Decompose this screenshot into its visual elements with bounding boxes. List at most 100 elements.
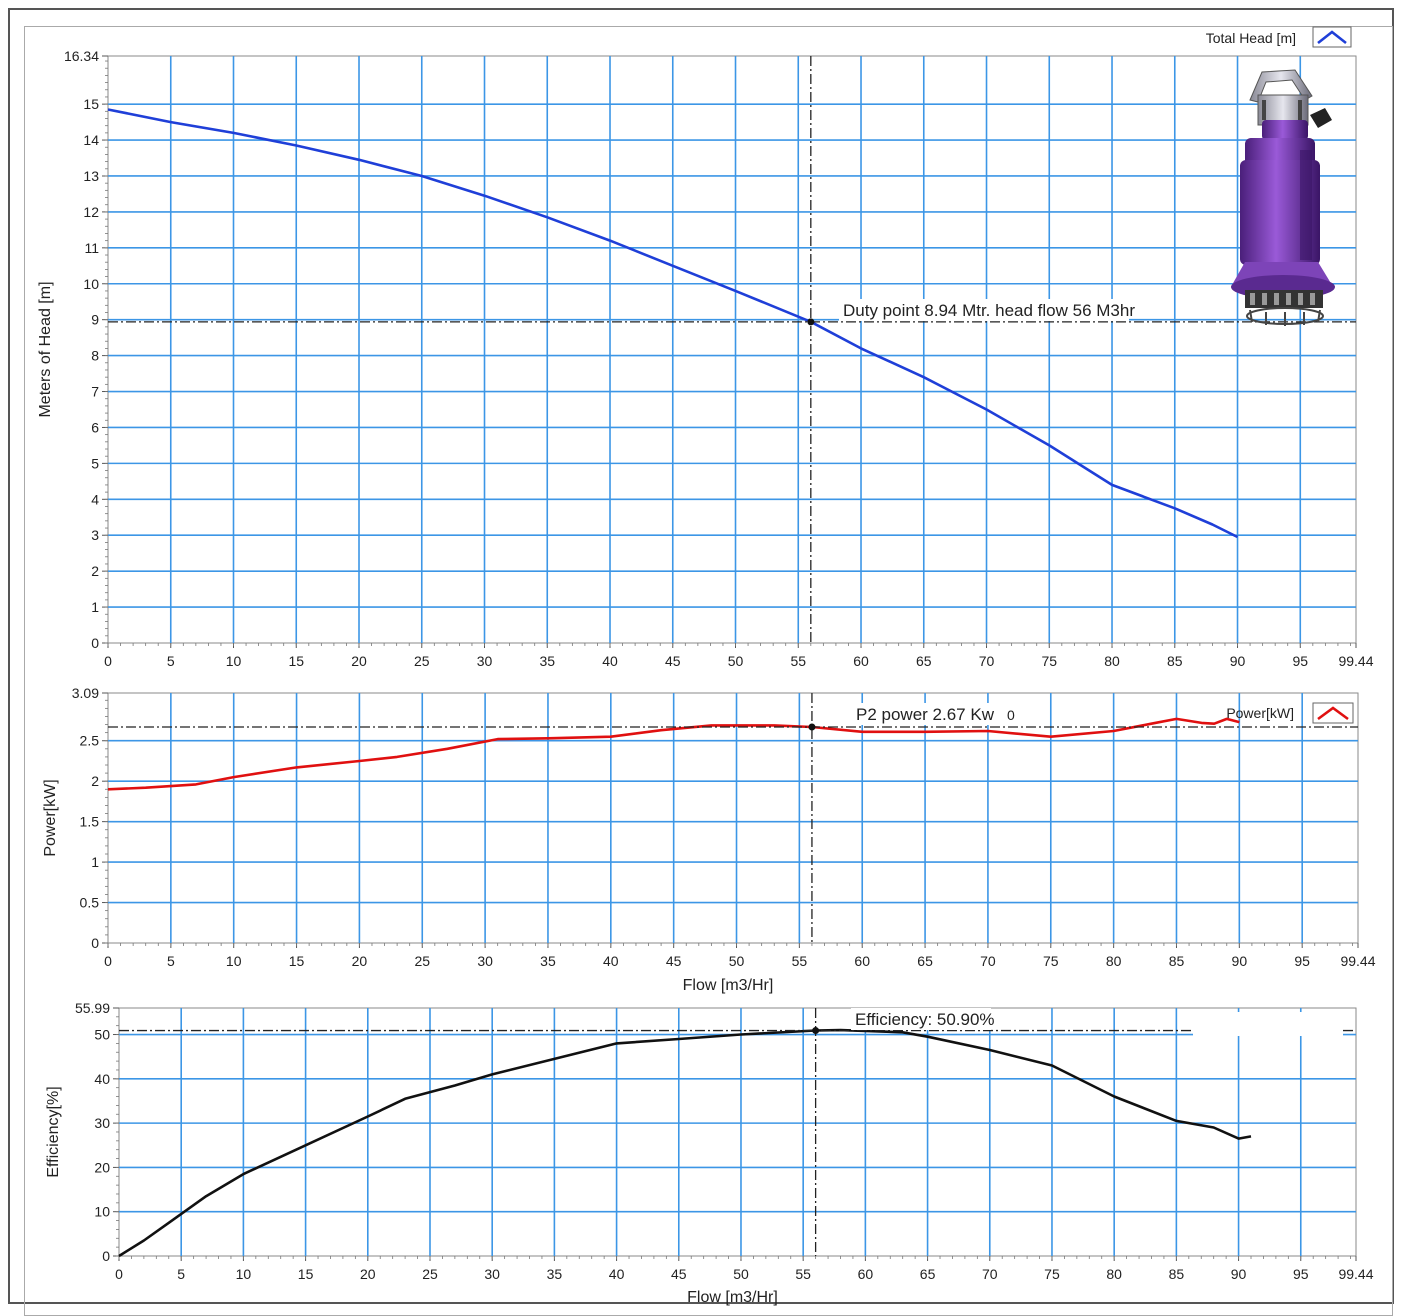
y-tick-label: 4 (91, 491, 99, 507)
x-tick-label: 40 (609, 1266, 625, 1282)
x-tick-label: 15 (288, 653, 304, 669)
x-tick-label: 35 (540, 953, 556, 969)
x-tick-label: 0 (104, 953, 112, 969)
x-tick-label: 60 (854, 953, 870, 969)
x-tick-label: 85 (1167, 653, 1183, 669)
y-tick-label: 0 (91, 935, 99, 951)
duty-point-marker (812, 1027, 820, 1035)
y-tick-label: 2.5 (80, 733, 100, 749)
y-axis-label: Efficiency[%] (45, 1086, 62, 1177)
x-tick-label: 0 (115, 1266, 123, 1282)
x-tick-label: 35 (547, 1266, 563, 1282)
legend-swatch-line (1317, 30, 1347, 45)
plot-area-power (107, 692, 1359, 944)
x-axis-label: Flow [m3/Hr] (683, 977, 774, 994)
chart-power: 0 5 10 15 20 25 30 35 40 45 50 55 60 65 70 75 80 85 90 95 99… (42, 685, 1376, 994)
x-tick-label: 99.44 (1340, 953, 1375, 969)
x-tick-label: 90 (1230, 653, 1246, 669)
x-tick-label: 65 (920, 1266, 936, 1282)
y-tick-label: 7 (91, 384, 99, 400)
series-line-head (107, 108, 1239, 539)
x-tick-label: 5 (167, 653, 175, 669)
x-tick-label: 20 (352, 953, 368, 969)
x-tick-label: 70 (979, 653, 995, 669)
y-tick-label: 40 (94, 1071, 110, 1087)
x-tick-label: 20 (351, 653, 367, 669)
y-tick-label: 20 (94, 1159, 110, 1175)
x-tick-label: 95 (1292, 653, 1308, 669)
x-tick-label: 35 (539, 653, 555, 669)
y-tick-label: 8 (91, 348, 99, 364)
x-tick-label: 30 (477, 653, 493, 669)
pump-image (1231, 69, 1335, 326)
x-tick-label: 95 (1293, 1266, 1309, 1282)
duty-point-annotation: P2 power 2.67 Kw (856, 705, 995, 724)
x-tick-label: 55 (790, 653, 806, 669)
y-tick-label: 30 (94, 1115, 110, 1131)
x-tick-label: 85 (1169, 953, 1185, 969)
y-tick-label: 1 (91, 854, 99, 870)
y-tick-label: 14 (83, 132, 99, 148)
x-tick-label: 5 (177, 1266, 185, 1282)
x-tick-label: 25 (414, 953, 430, 969)
y-axis-label: Meters of Head [m] (37, 281, 54, 417)
duty-point-marker (807, 318, 815, 326)
x-tick-label: 55 (795, 1266, 811, 1282)
legend-label: Power[kW] (1226, 705, 1294, 721)
x-tick-label: 75 (1041, 653, 1057, 669)
x-tick-label: 10 (236, 1266, 252, 1282)
legend-swatch-line (1317, 706, 1349, 721)
y-tick-label: 0.5 (80, 895, 100, 911)
plot-area-efficiency (118, 1007, 1357, 1257)
duty-point-annotation: Duty point 8.94 Mtr. head flow 56 M3hr (843, 301, 1135, 320)
y-tick-label: 55.99 (75, 1000, 110, 1016)
x-tick-label: 45 (665, 653, 681, 669)
x-tick-label: 95 (1294, 953, 1310, 969)
series-line-power (107, 717, 1240, 791)
x-tick-label: 85 (1169, 1266, 1185, 1282)
x-tick-label: 70 (980, 953, 996, 969)
x-tick-label: 60 (858, 1266, 874, 1282)
y-tick-label: 5 (91, 455, 99, 471)
x-tick-label: 15 (298, 1266, 314, 1282)
x-tick-label: 60 (853, 653, 869, 669)
y-tick-label: 0 (91, 635, 99, 651)
x-tick-label: 90 (1232, 953, 1248, 969)
x-tick-label: 40 (602, 653, 618, 669)
annotation-extra: 0 (1007, 707, 1015, 723)
y-tick-label: 10 (83, 276, 99, 292)
x-tick-label: 5 (167, 953, 175, 969)
y-tick-label: 1 (91, 599, 99, 615)
x-tick-label: 65 (917, 953, 933, 969)
x-tick-label: 15 (289, 953, 305, 969)
x-tick-label: 75 (1044, 1266, 1060, 1282)
plot-area-head (107, 55, 1357, 644)
x-tick-label: 70 (982, 1266, 998, 1282)
x-tick-label: 25 (414, 653, 430, 669)
x-tick-label: 25 (422, 1266, 438, 1282)
x-tick-label: 40 (603, 953, 619, 969)
x-tick-label: 50 (729, 953, 745, 969)
x-tick-label: 80 (1106, 1266, 1122, 1282)
x-tick-label: 99.44 (1338, 1266, 1373, 1282)
y-tick-label: 3 (91, 527, 99, 543)
y-tick-label: 9 (91, 312, 99, 328)
x-tick-label: 0 (104, 653, 112, 669)
x-tick-label: 55 (792, 953, 808, 969)
x-tick-label: 10 (226, 653, 242, 669)
x-tick-label: 80 (1104, 653, 1120, 669)
y-tick-label: 15 (83, 96, 99, 112)
legend-label: Total Head [m] (1206, 30, 1296, 46)
y-tick-label: 0 (102, 1248, 110, 1264)
x-tick-label: 45 (666, 953, 682, 969)
chart-efficiency: 0 5 10 15 20 25 30 35 40 45 50 55 60 65 70 75 80 85 90 95 99… (45, 1000, 1374, 1306)
chart-head: 0 5 10 15 20 25 30 35 40 45 50 55 60 65 70 75 80 85 90 95 99… (37, 26, 1374, 669)
annotation-bg (851, 1008, 991, 1030)
x-tick-label: 75 (1043, 953, 1059, 969)
duty-point-marker (808, 723, 816, 731)
x-tick-label: 65 (916, 653, 932, 669)
efficiency-blank-patch (1193, 1012, 1343, 1036)
x-tick-label: 10 (226, 953, 242, 969)
y-tick-label: 1.5 (80, 814, 100, 830)
